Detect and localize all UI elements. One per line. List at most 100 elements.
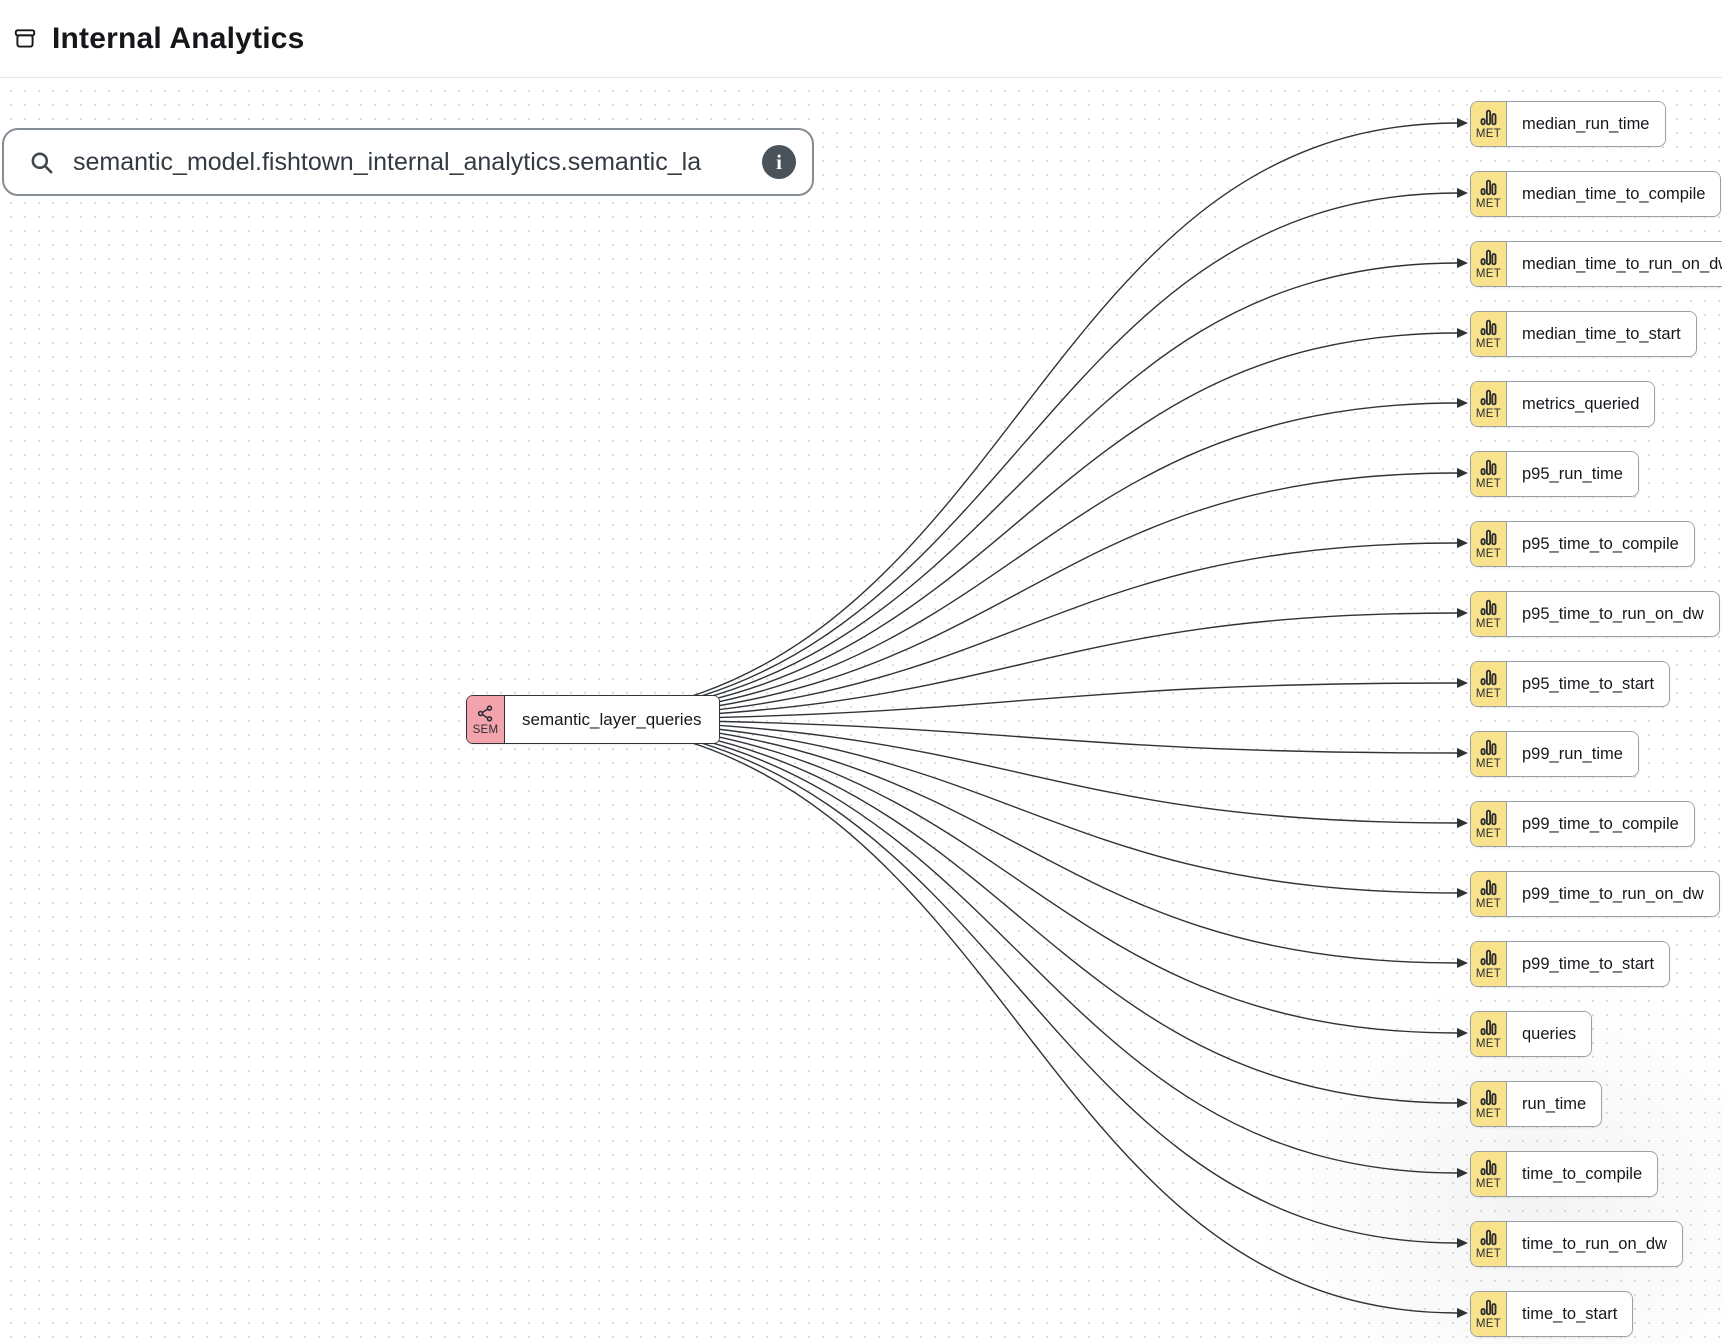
sem-badge: SEM — [467, 696, 505, 743]
edge — [539, 402, 1459, 721]
bar-chart-icon — [1479, 808, 1498, 827]
met-badge: MET — [1471, 522, 1507, 566]
met-badge: MET — [1471, 942, 1507, 986]
info-icon[interactable]: i — [762, 145, 796, 179]
met-badge: MET — [1471, 312, 1507, 356]
met-badge-label: MET — [1475, 1318, 1502, 1330]
metric-node-label: median_time_to_compile — [1507, 172, 1721, 216]
metric-node-label: p99_time_to_run_on_dw — [1507, 872, 1719, 916]
metric-node[interactable]: MET median_time_to_run_on_dw — [1470, 241, 1722, 287]
met-badge-label: MET — [1475, 758, 1502, 770]
edge-arrowhead — [1457, 398, 1468, 408]
metric-node-label: median_time_to_start — [1507, 312, 1696, 356]
metric-node[interactable]: MET time_to_run_on_dw — [1470, 1221, 1683, 1267]
lineage-canvas[interactable]: semantic_model.fishtown_internal_analyti… — [0, 78, 1722, 1344]
edge — [539, 718, 1459, 1174]
metric-node[interactable]: MET p95_run_time — [1470, 451, 1639, 497]
met-badge-label: MET — [1475, 198, 1502, 210]
met-badge: MET — [1471, 172, 1507, 216]
edge — [539, 718, 1459, 1034]
edge-arrowhead — [1457, 888, 1468, 898]
met-badge: MET — [1471, 382, 1507, 426]
met-badge: MET — [1471, 662, 1507, 706]
metric-node[interactable]: MET median_run_time — [1470, 101, 1666, 147]
metric-node[interactable]: MET p99_time_to_compile — [1470, 801, 1695, 847]
edge-arrowhead — [1457, 1028, 1468, 1038]
metric-node-label: queries — [1507, 1012, 1592, 1056]
met-badge: MET — [1471, 1012, 1507, 1056]
met-badge-label: MET — [1475, 618, 1502, 630]
metric-node-label: metrics_queried — [1507, 382, 1655, 426]
metric-node[interactable]: MET p95_time_to_run_on_dw — [1470, 591, 1720, 637]
metric-node[interactable]: MET time_to_compile — [1470, 1151, 1659, 1197]
metric-node[interactable]: MET p99_run_time — [1470, 731, 1639, 777]
bar-chart-icon — [1479, 178, 1498, 197]
sem-node-label: semantic_layer_queries — [505, 696, 719, 743]
metric-node-label: time_to_run_on_dw — [1507, 1222, 1682, 1266]
bar-chart-icon — [1479, 528, 1498, 547]
bar-chart-icon — [1479, 1228, 1498, 1247]
met-badge: MET — [1471, 802, 1507, 846]
edge-arrowhead — [1457, 678, 1468, 688]
edge — [539, 718, 1459, 1244]
edge-arrowhead — [1457, 1098, 1468, 1108]
metric-node[interactable]: MET p95_time_to_compile — [1470, 521, 1695, 567]
edge-arrowhead — [1457, 958, 1468, 968]
edge — [539, 682, 1459, 721]
bar-chart-icon — [1479, 318, 1498, 337]
edge-arrowhead — [1457, 1168, 1468, 1178]
edge — [539, 718, 1459, 1104]
met-badge-label: MET — [1475, 548, 1502, 560]
metric-node[interactable]: MET metrics_queried — [1470, 381, 1656, 427]
metric-node-label: time_to_start — [1507, 1292, 1633, 1336]
metric-node-label: p95_time_to_compile — [1507, 522, 1694, 566]
edge — [539, 332, 1459, 721]
met-badge-label: MET — [1475, 1108, 1502, 1120]
bar-chart-icon — [1479, 948, 1498, 967]
met-badge-label: MET — [1475, 968, 1502, 980]
edge — [539, 718, 1459, 824]
app-header: Internal Analytics — [0, 0, 1722, 78]
met-badge-label: MET — [1475, 688, 1502, 700]
metric-node-label: median_time_to_run_on_dw — [1507, 242, 1722, 286]
search-input[interactable]: semantic_model.fishtown_internal_analyti… — [2, 128, 814, 196]
met-badge: MET — [1471, 872, 1507, 916]
metric-node-label: p99_time_to_compile — [1507, 802, 1694, 846]
metric-node[interactable]: MET time_to_start — [1470, 1291, 1634, 1337]
met-badge-label: MET — [1475, 1178, 1502, 1190]
bar-chart-icon — [1479, 1298, 1498, 1317]
search-icon — [28, 149, 55, 176]
met-badge: MET — [1471, 592, 1507, 636]
page-title: Internal Analytics — [52, 21, 305, 55]
edge — [539, 262, 1459, 721]
met-badge-label: MET — [1475, 898, 1502, 910]
metric-node[interactable]: MET median_time_to_start — [1470, 311, 1697, 357]
met-badge: MET — [1471, 452, 1507, 496]
edge-arrowhead — [1457, 1238, 1468, 1248]
bar-chart-icon — [1479, 1088, 1498, 1107]
edge-arrowhead — [1457, 1308, 1468, 1318]
metric-node-label: p95_time_to_start — [1507, 662, 1670, 706]
edge-arrowhead — [1457, 328, 1468, 338]
metric-node[interactable]: MET p95_time_to_start — [1470, 661, 1671, 707]
bar-chart-icon — [1479, 1158, 1498, 1177]
edge-arrowhead — [1457, 118, 1468, 128]
metric-node[interactable]: MET run_time — [1470, 1081, 1603, 1127]
edge — [539, 122, 1459, 721]
semantic-model-node[interactable]: SEM semantic_layer_queries — [466, 695, 720, 744]
metric-node[interactable]: MET p99_time_to_start — [1470, 941, 1671, 987]
met-badge: MET — [1471, 1082, 1507, 1126]
met-badge: MET — [1471, 1152, 1507, 1196]
metric-node[interactable]: MET queries — [1470, 1011, 1593, 1057]
metric-node[interactable]: MET p99_time_to_run_on_dw — [1470, 871, 1720, 917]
met-badge-label: MET — [1475, 1038, 1502, 1050]
edge — [539, 718, 1459, 964]
met-badge: MET — [1471, 732, 1507, 776]
edge — [539, 192, 1459, 721]
metric-node-label: p95_time_to_run_on_dw — [1507, 592, 1719, 636]
metric-node[interactable]: MET median_time_to_compile — [1470, 171, 1722, 217]
bar-chart-icon — [1479, 108, 1498, 127]
met-badge: MET — [1471, 1292, 1507, 1336]
edge-arrowhead — [1457, 818, 1468, 828]
bar-chart-icon — [1479, 738, 1498, 757]
